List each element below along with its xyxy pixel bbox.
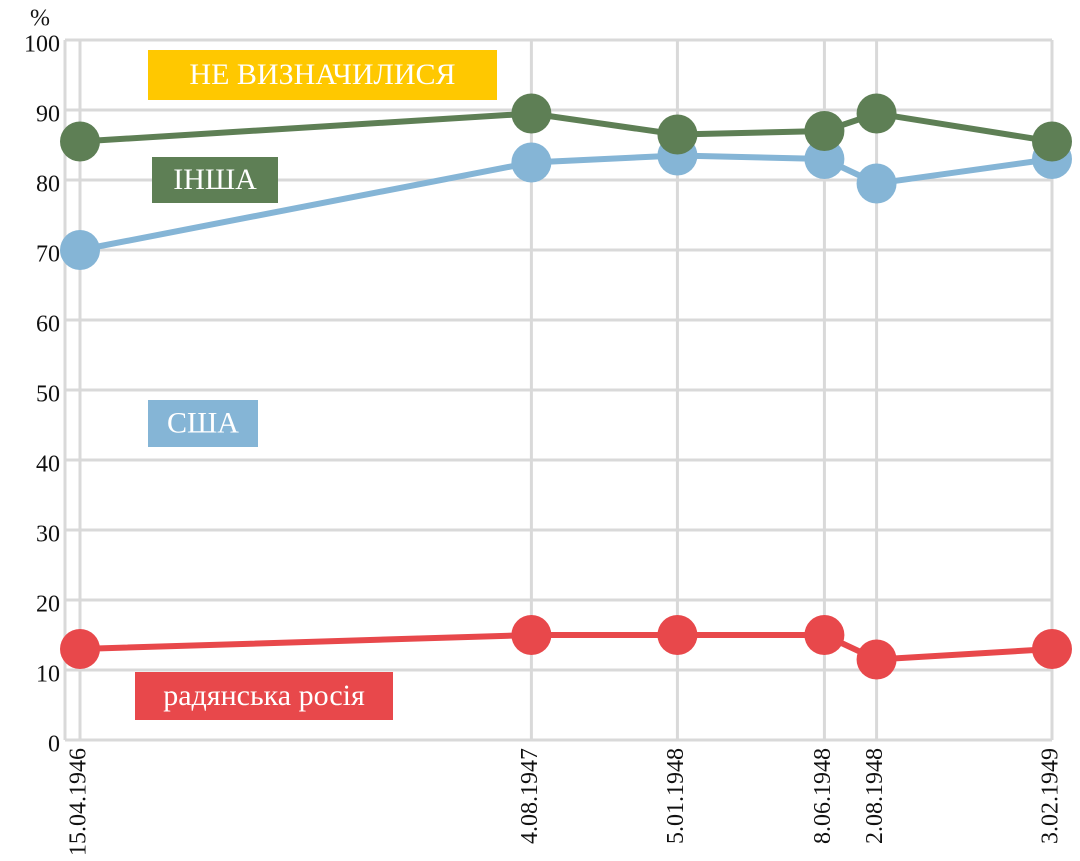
x-tick-label: 8.06.1948: [810, 748, 836, 844]
y-tick-label: 30: [36, 522, 60, 548]
x-tick-label: 3.02.1949: [1038, 748, 1064, 844]
y-tick-label: 50: [36, 382, 60, 408]
x-tick-label: 15.04.1946: [66, 748, 92, 856]
y-tick-label: 90: [36, 102, 60, 128]
legend-label: США: [167, 406, 239, 439]
data-point: [60, 230, 100, 270]
legend-label-box: [135, 672, 393, 720]
y-tick-label: 80: [36, 172, 60, 198]
y-tick-label: 10: [36, 662, 60, 688]
data-point: [856, 93, 897, 134]
data-point: [856, 639, 897, 680]
annotation-label: НЕ ВИЗНАЧИЛИСЯ: [189, 58, 455, 91]
x-tick-label: 4.08.1947: [517, 748, 543, 844]
series-line: [79, 110, 1053, 145]
data-point: [511, 615, 552, 655]
y-tick-label: 0: [48, 732, 60, 758]
legend-label-box: [148, 400, 258, 447]
data-point: [856, 163, 897, 204]
x-tick-label: 5.01.1948: [663, 748, 689, 844]
data-point: [657, 615, 698, 655]
data-point: [60, 629, 100, 669]
data-point: [511, 142, 552, 183]
series-line: [79, 632, 1053, 663]
legend-label: ІНША: [173, 163, 257, 196]
data-point: [657, 114, 698, 155]
data-point: [804, 139, 845, 179]
y-tick-label: 60: [36, 312, 60, 338]
data-point: [1032, 121, 1072, 162]
y-tick-label: 70: [36, 242, 60, 268]
data-point: [1032, 629, 1072, 669]
series-line: [79, 152, 1053, 253]
annotation-label-box: [148, 50, 497, 100]
data-point: [60, 121, 100, 162]
y-tick-label: 100: [24, 32, 60, 58]
legend-label-box: [152, 157, 278, 203]
legend-label: радянська росія: [163, 679, 365, 712]
y-tick-label: 20: [36, 592, 60, 618]
data-point: [804, 111, 845, 151]
data-point: [511, 93, 552, 134]
y-axis-label: %: [30, 6, 50, 32]
data-point: [804, 615, 845, 655]
x-tick-label: 2.08.1948: [862, 748, 888, 844]
y-tick-label: 40: [36, 452, 60, 478]
